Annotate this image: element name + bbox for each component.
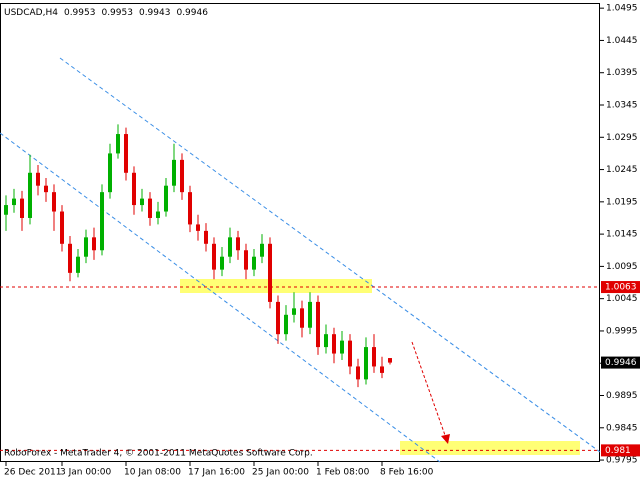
candle-body xyxy=(340,340,344,354)
level-label-bg xyxy=(601,281,640,294)
candle-body xyxy=(60,211,64,244)
level-label-bg xyxy=(601,444,640,457)
candle-body xyxy=(68,243,72,273)
candle-body xyxy=(388,358,392,363)
y-tick-label: 0.9795 xyxy=(606,456,638,466)
y-tick-label: 1.0195 xyxy=(606,197,638,207)
candle-body xyxy=(268,243,272,302)
x-tick-label: 25 Jan 00:00 xyxy=(252,468,309,478)
candle-body xyxy=(44,185,48,193)
candle-body xyxy=(164,185,168,212)
candle-body xyxy=(276,301,280,335)
candle-body xyxy=(100,192,104,251)
candle-body xyxy=(140,198,144,206)
candle-body xyxy=(292,308,296,315)
level-label: 0.981 xyxy=(605,446,631,456)
candle-body xyxy=(84,237,88,257)
y-tick-label: 1.0295 xyxy=(606,133,638,143)
candle-body xyxy=(220,256,224,270)
x-tick-label: 10 Jan 08:00 xyxy=(124,468,181,478)
candle-body xyxy=(332,334,336,354)
target-zone xyxy=(400,441,580,455)
x-tick-label: 17 Jan 16:00 xyxy=(188,468,245,478)
candle-body xyxy=(244,250,248,270)
candle-body xyxy=(124,134,128,173)
candle-body xyxy=(12,198,16,206)
candle-body xyxy=(172,159,176,186)
x-tick-label: 8 Feb 16:00 xyxy=(380,468,434,478)
candle-body xyxy=(260,243,264,257)
candle-body xyxy=(180,159,184,193)
level-label: 1.0063 xyxy=(605,283,637,293)
y-tick-label: 1.0495 xyxy=(606,4,638,14)
candle-body xyxy=(4,205,8,215)
header-value: 0.9946 xyxy=(176,8,208,18)
header-value: 0.9953 xyxy=(101,8,133,18)
forecast-arrow xyxy=(411,341,447,439)
y-tick-label: 1.0445 xyxy=(606,36,638,46)
y-tick-label: 1.0045 xyxy=(606,294,638,304)
x-tick-label: 26 Dec 2011 xyxy=(4,468,62,478)
candle-body xyxy=(76,256,80,273)
y-tick-label: 1.0095 xyxy=(606,262,638,272)
support-zone xyxy=(180,279,372,293)
candle-body xyxy=(348,340,352,367)
candle-body xyxy=(148,198,152,218)
header-value: 0.9953 xyxy=(64,8,96,18)
candle-body xyxy=(188,192,192,225)
candle-body xyxy=(36,172,40,186)
arrow-head xyxy=(441,434,450,444)
price-label-bg xyxy=(601,356,640,369)
header: USDCAD,H4 0.9953 0.9953 0.9943 0.9946 xyxy=(4,8,208,18)
candle-body xyxy=(324,334,328,348)
channel-lower xyxy=(0,132,441,463)
candle-body xyxy=(212,243,216,270)
footer: RoboForex - MetaTrader 4, © 2001-2011 Me… xyxy=(4,449,313,459)
y-tick-label: 1.0245 xyxy=(606,165,638,175)
header-value: 0.9943 xyxy=(139,8,171,18)
candle-body xyxy=(316,301,320,348)
candle-body xyxy=(252,256,256,270)
candle-body xyxy=(364,347,368,380)
candle-body xyxy=(228,237,232,257)
candle-body xyxy=(116,134,120,154)
candle-body xyxy=(132,172,136,206)
candle-body xyxy=(308,301,312,328)
y-tick-label: 1.0395 xyxy=(606,68,638,78)
y-tick-label: 1.0345 xyxy=(606,101,638,111)
candle-body xyxy=(356,366,360,380)
candle-body xyxy=(380,366,384,373)
x-tick-label: 1 Feb 08:00 xyxy=(316,468,370,478)
candle-body xyxy=(28,172,32,218)
candle-body xyxy=(372,347,376,367)
y-tick-label: 1.0145 xyxy=(606,230,638,240)
candle-body xyxy=(204,230,208,244)
candle-body xyxy=(236,237,240,251)
candle-body xyxy=(108,153,112,193)
candle-body xyxy=(196,224,200,231)
candle-body xyxy=(92,237,96,251)
y-tick-label: 0.9995 xyxy=(606,326,638,336)
candle-body xyxy=(52,192,56,212)
x-tick-label: 3 Jan 00:00 xyxy=(60,468,112,478)
symbol: USDCAD,H4 xyxy=(4,8,58,18)
y-tick-label: 0.9845 xyxy=(606,423,638,433)
candle-body xyxy=(20,198,24,218)
y-tick-label: 0.9895 xyxy=(606,391,638,401)
candle-body xyxy=(284,314,288,335)
marks xyxy=(0,124,600,451)
price-label: 0.9946 xyxy=(605,358,637,368)
candle-body xyxy=(156,211,160,218)
candle-body xyxy=(300,308,304,328)
